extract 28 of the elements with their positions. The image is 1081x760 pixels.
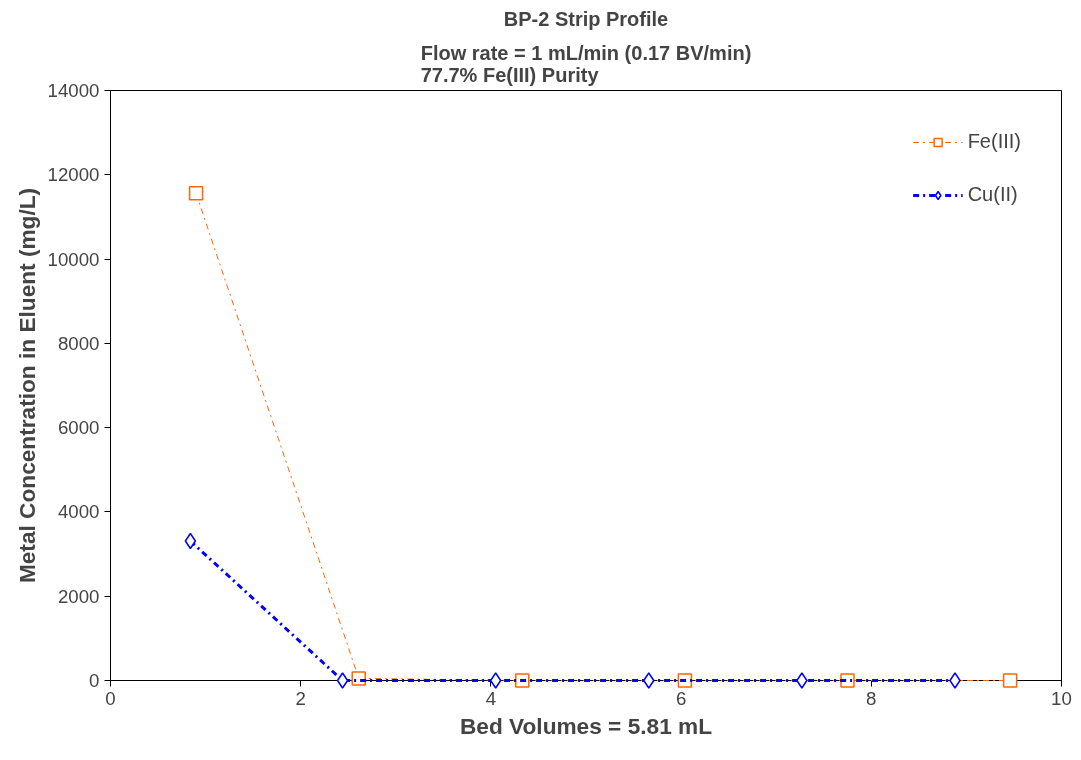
x-tick-label: 0 (105, 687, 116, 709)
x-tick-label: 8 (866, 687, 877, 709)
x-tick-label: 6 (675, 687, 687, 709)
y-tick-label: 12000 (47, 164, 100, 186)
y-tick-label: 8000 (58, 332, 100, 354)
legend-label: Fe(III) (967, 130, 1021, 153)
point (1002, 673, 1018, 688)
point (336, 672, 349, 689)
y-tick-label: 14000 (47, 80, 100, 101)
y-tick-label: 4000 (58, 501, 100, 523)
chart-title: BP-2 Strip Profile (503, 7, 669, 30)
y-tick-label: 6000 (58, 417, 100, 439)
point (796, 672, 808, 689)
point (184, 532, 197, 550)
x-tick-label: 2 (295, 687, 306, 709)
legend-label: Cu(II) (967, 183, 1018, 206)
point (489, 672, 502, 689)
point (949, 672, 961, 689)
y-tick-label: 0 (89, 670, 100, 691)
point (188, 186, 204, 201)
chart-subtitle: Flow rate = 1 mL/min (0.17 BV/min) 77.7% Fe(III) Purity (420, 41, 752, 86)
y-tick-label: 2000 (58, 585, 100, 607)
y-tick-label: 10000 (47, 248, 100, 270)
point (643, 672, 655, 689)
x-axis-title: Bed Volumes = 5.81 mL (459, 712, 713, 739)
y-axis-title: Metal Concentration in Eluent (mg/L) (13, 187, 40, 584)
x-tick-label: 10 (1051, 687, 1072, 709)
x-tick-label: 4 (485, 687, 497, 709)
